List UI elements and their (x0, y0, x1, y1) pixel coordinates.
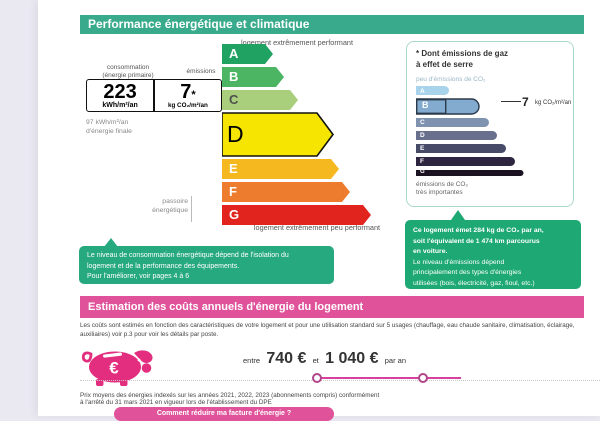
svg-text:€: € (109, 359, 119, 378)
